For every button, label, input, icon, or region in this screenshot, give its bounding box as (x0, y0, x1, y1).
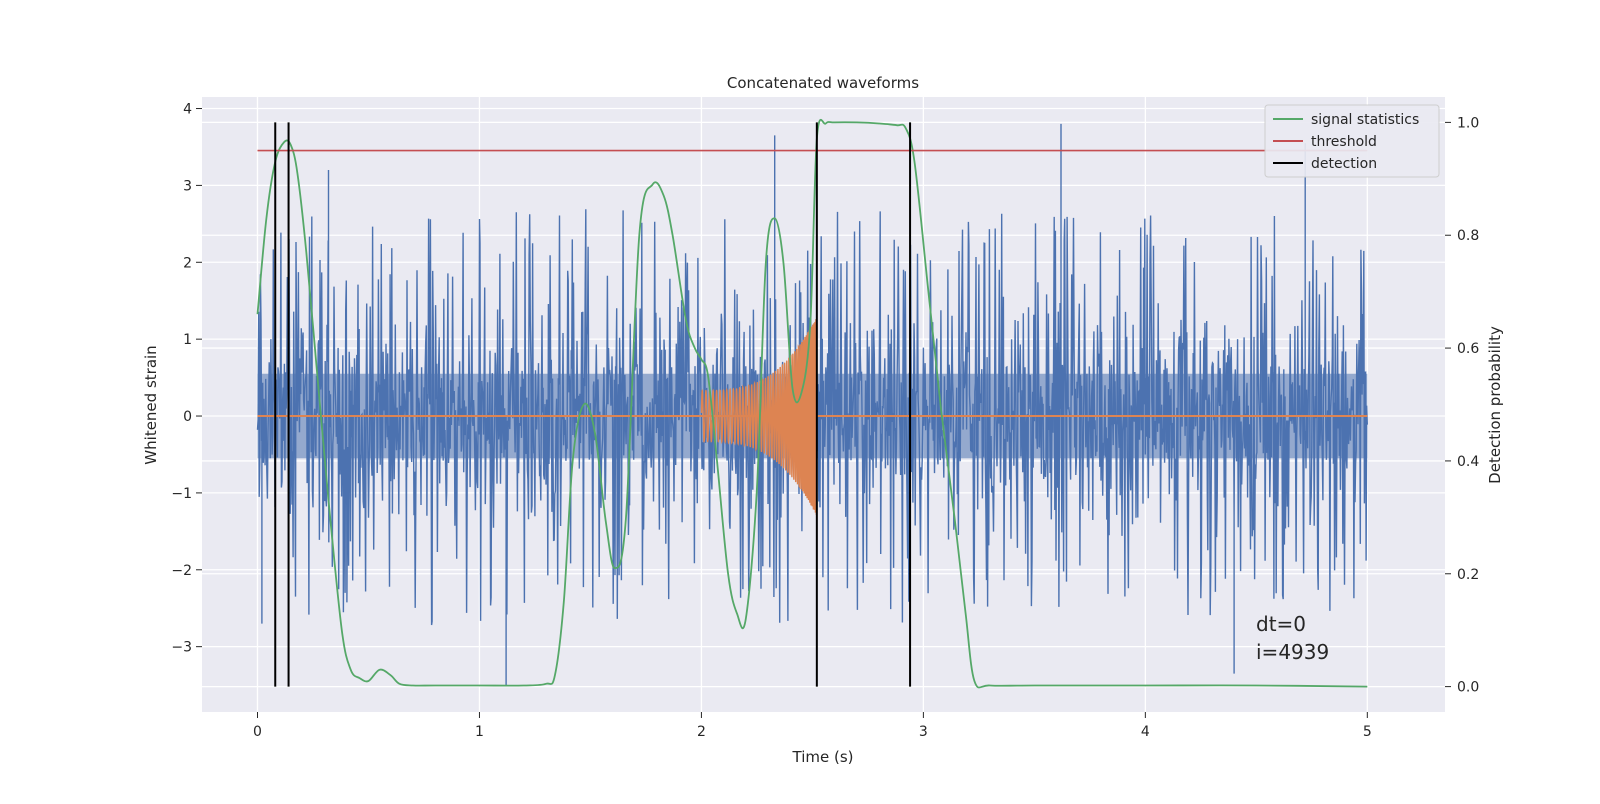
legend: signal statistics threshold detection (1264, 104, 1440, 178)
signal-statistics-line (256, 118, 1368, 689)
chart-title: Concatenated waveforms (727, 74, 919, 92)
x-tick-label: 0 (253, 724, 262, 740)
legend-label: threshold (1311, 134, 1377, 150)
axes-layer: 0 1 2 3 4 5 −3 −2 −1 0 1 2 3 4 0.0 0.2 0.4 0.6 0.8 1.0 (171, 102, 1479, 740)
y-tick-label-right: 0.0 (1457, 680, 1479, 696)
x-tick-label: 1 (475, 724, 484, 740)
x-tick-label: 5 (1363, 724, 1372, 740)
legend-box (1264, 104, 1440, 178)
series-layer (256, 118, 1368, 689)
x-tick-label: 3 (919, 724, 928, 740)
y-tick-label-left: 2 (183, 255, 192, 271)
y-axis-label-right: Detection probability (1486, 326, 1504, 484)
x-tick-label: 2 (697, 724, 706, 740)
y-tick-label-right: 0.6 (1457, 341, 1479, 357)
y-tick-label-left: −1 (171, 486, 192, 502)
legend-label: signal statistics (1311, 112, 1419, 128)
y-tick-label-right: 0.8 (1457, 228, 1479, 244)
y-tick-label-right: 0.4 (1457, 454, 1479, 470)
y-tick-label-left: −2 (171, 563, 192, 579)
y-tick-label-left: 3 (183, 178, 192, 194)
x-tick-label: 4 (1141, 724, 1150, 740)
y-axis-label-left: Whitened strain (142, 345, 160, 464)
y-tick-label-left: 4 (183, 102, 192, 118)
annotation-index: i=4939 (1256, 640, 1329, 664)
annotation-dt: dt=0 (1256, 612, 1306, 636)
y-tick-label-left: 0 (183, 409, 192, 425)
y-tick-label-left: −3 (171, 640, 192, 656)
y-tick-label-right: 0.2 (1457, 567, 1479, 583)
y-tick-label-right: 1.0 (1457, 115, 1479, 131)
legend-label: detection (1311, 156, 1377, 172)
y-tick-label-left: 1 (183, 332, 192, 348)
x-axis-label: Time (s) (792, 748, 854, 766)
